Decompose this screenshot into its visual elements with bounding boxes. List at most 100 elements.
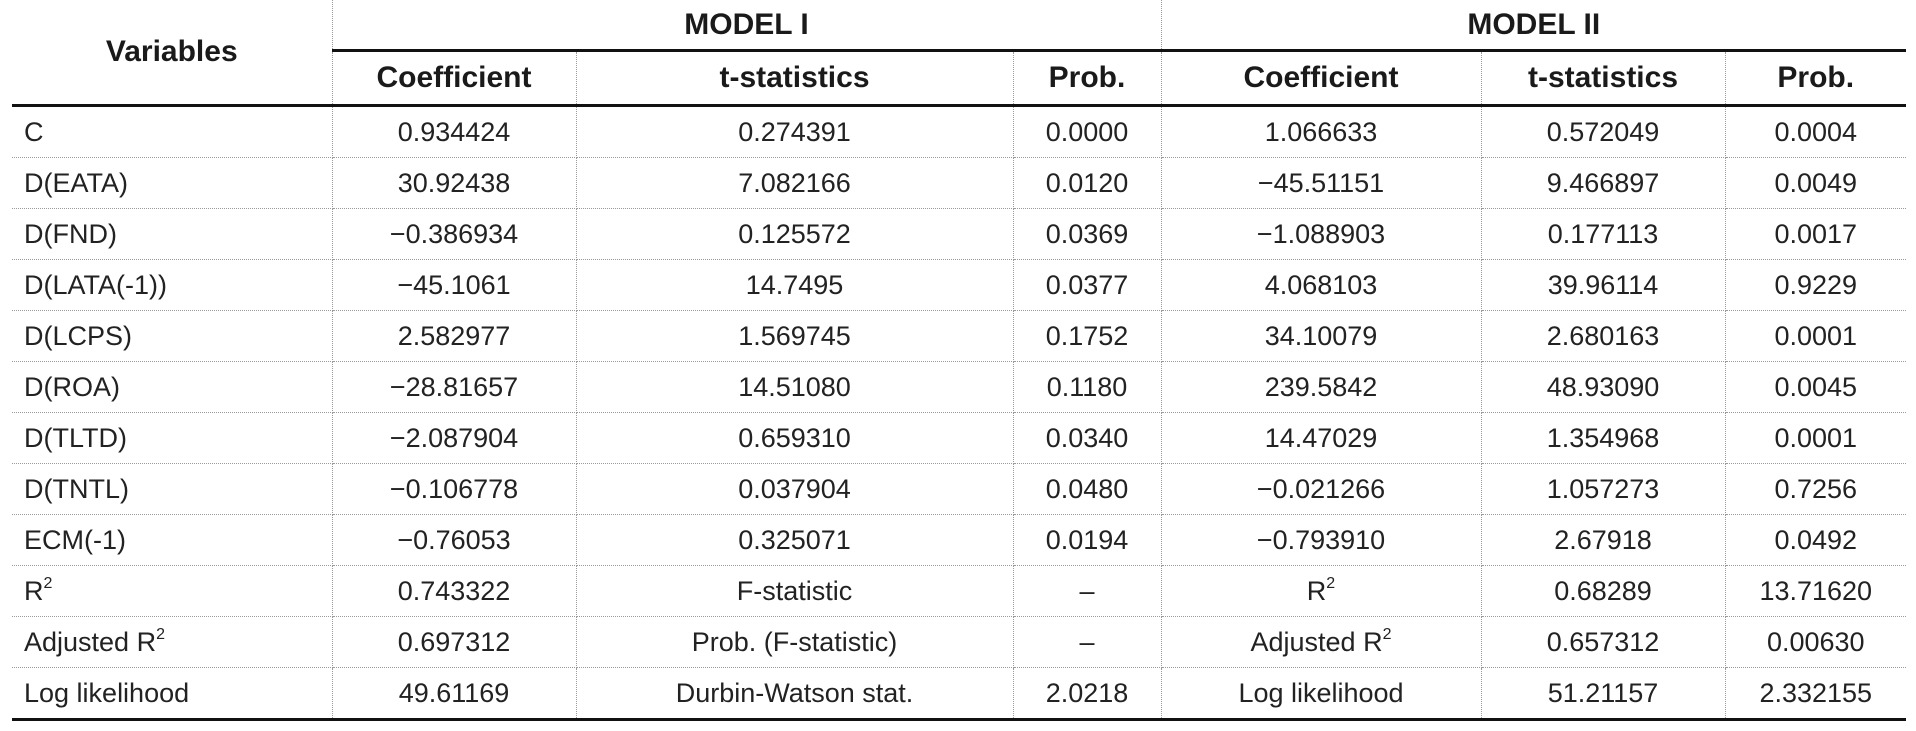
- tstat-cell: 1.569745: [576, 310, 1014, 362]
- coefficient-cell: 239.5842: [1161, 361, 1482, 413]
- variable-cell: D(LATA(-1)): [12, 259, 333, 311]
- tstat-cell: 7.082166: [576, 157, 1014, 209]
- variable-cell: C: [12, 105, 333, 158]
- coefficient-cell: −0.76053: [332, 514, 577, 566]
- table-row: D(EATA) 30.92438 7.082166 0.0120 −45.511…: [12, 157, 1907, 209]
- adjusted-r-squared-label-text: Adjusted R: [1250, 626, 1383, 657]
- variable-cell: ECM(-1): [12, 514, 333, 566]
- durbin-watson-value-model-1: 2.0218: [1013, 667, 1162, 721]
- tstat-cell: 0.659310: [576, 412, 1014, 464]
- tstat-cell: 0.572049: [1481, 105, 1726, 158]
- prob-cell: 0.0369: [1013, 208, 1162, 260]
- tstat-cell: 2.67918: [1481, 514, 1726, 566]
- tstat-cell: 48.93090: [1481, 361, 1726, 413]
- log-likelihood-label: Log likelihood: [12, 667, 333, 721]
- prob-cell: 0.0492: [1725, 514, 1907, 566]
- table-row: D(FND) −0.386934 0.125572 0.0369 −1.0889…: [12, 208, 1907, 260]
- table-row: D(LCPS) 2.582977 1.569745 0.1752 34.1007…: [12, 310, 1907, 362]
- prob-cell: 0.1752: [1013, 310, 1162, 362]
- adjusted-r-squared-value-model-1: 0.697312: [332, 616, 577, 668]
- variable-cell: D(EATA): [12, 157, 333, 209]
- prob-cell: 0.9229: [1725, 259, 1907, 311]
- coefficient-cell: 0.934424: [332, 105, 577, 158]
- r-squared-value-model-2: 0.68289: [1481, 565, 1726, 617]
- adjusted-r-squared-row: Adjusted R2 0.697312 Prob. (F-statistic)…: [12, 616, 1907, 668]
- coefficient-cell: −2.087904: [332, 412, 577, 464]
- variable-cell: D(TNTL): [12, 463, 333, 515]
- coefficient-cell: −0.793910: [1161, 514, 1482, 566]
- model-2-prob-header: Prob.: [1725, 50, 1907, 107]
- header-row-models: Variables MODEL I MODEL II: [12, 0, 1907, 107]
- coefficient-cell: −0.106778: [332, 463, 577, 515]
- prob-cell: 0.0017: [1725, 208, 1907, 260]
- tstat-cell: 9.466897: [1481, 157, 1726, 209]
- f-statistic-value-model-2: 13.71620: [1725, 565, 1907, 617]
- adjusted-r-squared-superscript: 2: [1382, 625, 1392, 643]
- log-likelihood-row: Log likelihood 49.61169 Durbin-Watson st…: [12, 667, 1907, 721]
- coefficient-cell: −45.51151: [1161, 157, 1482, 209]
- tstat-cell: 14.7495: [576, 259, 1014, 311]
- coefficient-cell: −45.1061: [332, 259, 577, 311]
- regression-table-container: Variables MODEL I MODEL II Coefficient t…: [12, 0, 1907, 721]
- r-squared-value-model-1: 0.743322: [332, 565, 577, 617]
- coefficient-cell: 14.47029: [1161, 412, 1482, 464]
- variable-cell: D(ROA): [12, 361, 333, 413]
- f-statistic-label: F-statistic: [576, 565, 1014, 617]
- durbin-watson-label: Durbin-Watson stat.: [576, 667, 1014, 721]
- coefficient-cell: 34.10079: [1161, 310, 1482, 362]
- regression-results-table: Variables MODEL I MODEL II Coefficient t…: [12, 0, 1907, 721]
- model-1-header: MODEL I: [332, 0, 1162, 52]
- coefficient-cell: 4.068103: [1161, 259, 1482, 311]
- tstat-cell: 0.037904: [576, 463, 1014, 515]
- table-row: D(LATA(-1)) −45.1061 14.7495 0.0377 4.06…: [12, 259, 1907, 311]
- tstat-cell: 0.125572: [576, 208, 1014, 260]
- prob-f-statistic-value-model-2: 0.00630: [1725, 616, 1907, 668]
- prob-cell: 0.0001: [1725, 310, 1907, 362]
- table-row: C 0.934424 0.274391 0.0000 1.066633 0.57…: [12, 105, 1907, 158]
- tstat-cell: 1.354968: [1481, 412, 1726, 464]
- adjusted-r-squared-label-text: Adjusted R: [24, 626, 157, 657]
- tstat-cell: 0.274391: [576, 105, 1014, 158]
- model-2-tstat-header: t-statistics: [1481, 50, 1726, 107]
- prob-cell: 0.0340: [1013, 412, 1162, 464]
- prob-cell: 0.0045: [1725, 361, 1907, 413]
- prob-cell: 0.0001: [1725, 412, 1907, 464]
- table-row: ECM(-1) −0.76053 0.325071 0.0194 −0.7939…: [12, 514, 1907, 566]
- r-squared-superscript: 2: [43, 574, 53, 592]
- prob-f-statistic-label: Prob. (F-statistic): [576, 616, 1014, 668]
- variables-header: Variables: [12, 0, 333, 107]
- prob-f-statistic-value-model-1: –: [1013, 616, 1162, 668]
- r-squared-label-text: R: [24, 575, 44, 606]
- adjusted-r-squared-value-model-2: 0.657312: [1481, 616, 1726, 668]
- coefficient-cell: −0.386934: [332, 208, 577, 260]
- variable-cell: D(FND): [12, 208, 333, 260]
- coefficient-cell: −1.088903: [1161, 208, 1482, 260]
- coefficient-cell: 30.92438: [332, 157, 577, 209]
- log-likelihood-value-model-2: 51.21157: [1481, 667, 1726, 721]
- prob-cell: 0.0004: [1725, 105, 1907, 158]
- tstat-cell: 14.51080: [576, 361, 1014, 413]
- r-squared-row: R2 0.743322 F-statistic – R2 0.68289 13.…: [12, 565, 1907, 617]
- durbin-watson-value-model-2: 2.332155: [1725, 667, 1907, 721]
- r-squared-label-model-2: R2: [1161, 565, 1482, 617]
- variable-cell: D(TLTD): [12, 412, 333, 464]
- header-row-columns: Coefficient t-statistics Prob. Coefficie…: [12, 50, 1907, 107]
- variable-cell: D(LCPS): [12, 310, 333, 362]
- tstat-cell: 0.177113: [1481, 208, 1726, 260]
- log-likelihood-label-model-2: Log likelihood: [1161, 667, 1482, 721]
- prob-cell: 0.0000: [1013, 105, 1162, 158]
- model-1-tstat-header: t-statistics: [576, 50, 1014, 107]
- table-row: D(TLTD) −2.087904 0.659310 0.0340 14.470…: [12, 412, 1907, 464]
- adjusted-r-squared-label-model-2: Adjusted R2: [1161, 616, 1482, 668]
- tstat-cell: 1.057273: [1481, 463, 1726, 515]
- r-squared-label-text: R: [1306, 575, 1327, 606]
- tstat-cell: 39.96114: [1481, 259, 1726, 311]
- prob-cell: 0.0377: [1013, 259, 1162, 311]
- prob-cell: 0.7256: [1725, 463, 1907, 515]
- f-statistic-value-model-1: –: [1013, 565, 1162, 617]
- r-squared-label: R2: [12, 565, 333, 617]
- coefficient-cell: 2.582977: [332, 310, 577, 362]
- prob-cell: 0.0194: [1013, 514, 1162, 566]
- tstat-cell: 0.325071: [576, 514, 1014, 566]
- model-2-coefficient-header: Coefficient: [1161, 50, 1482, 107]
